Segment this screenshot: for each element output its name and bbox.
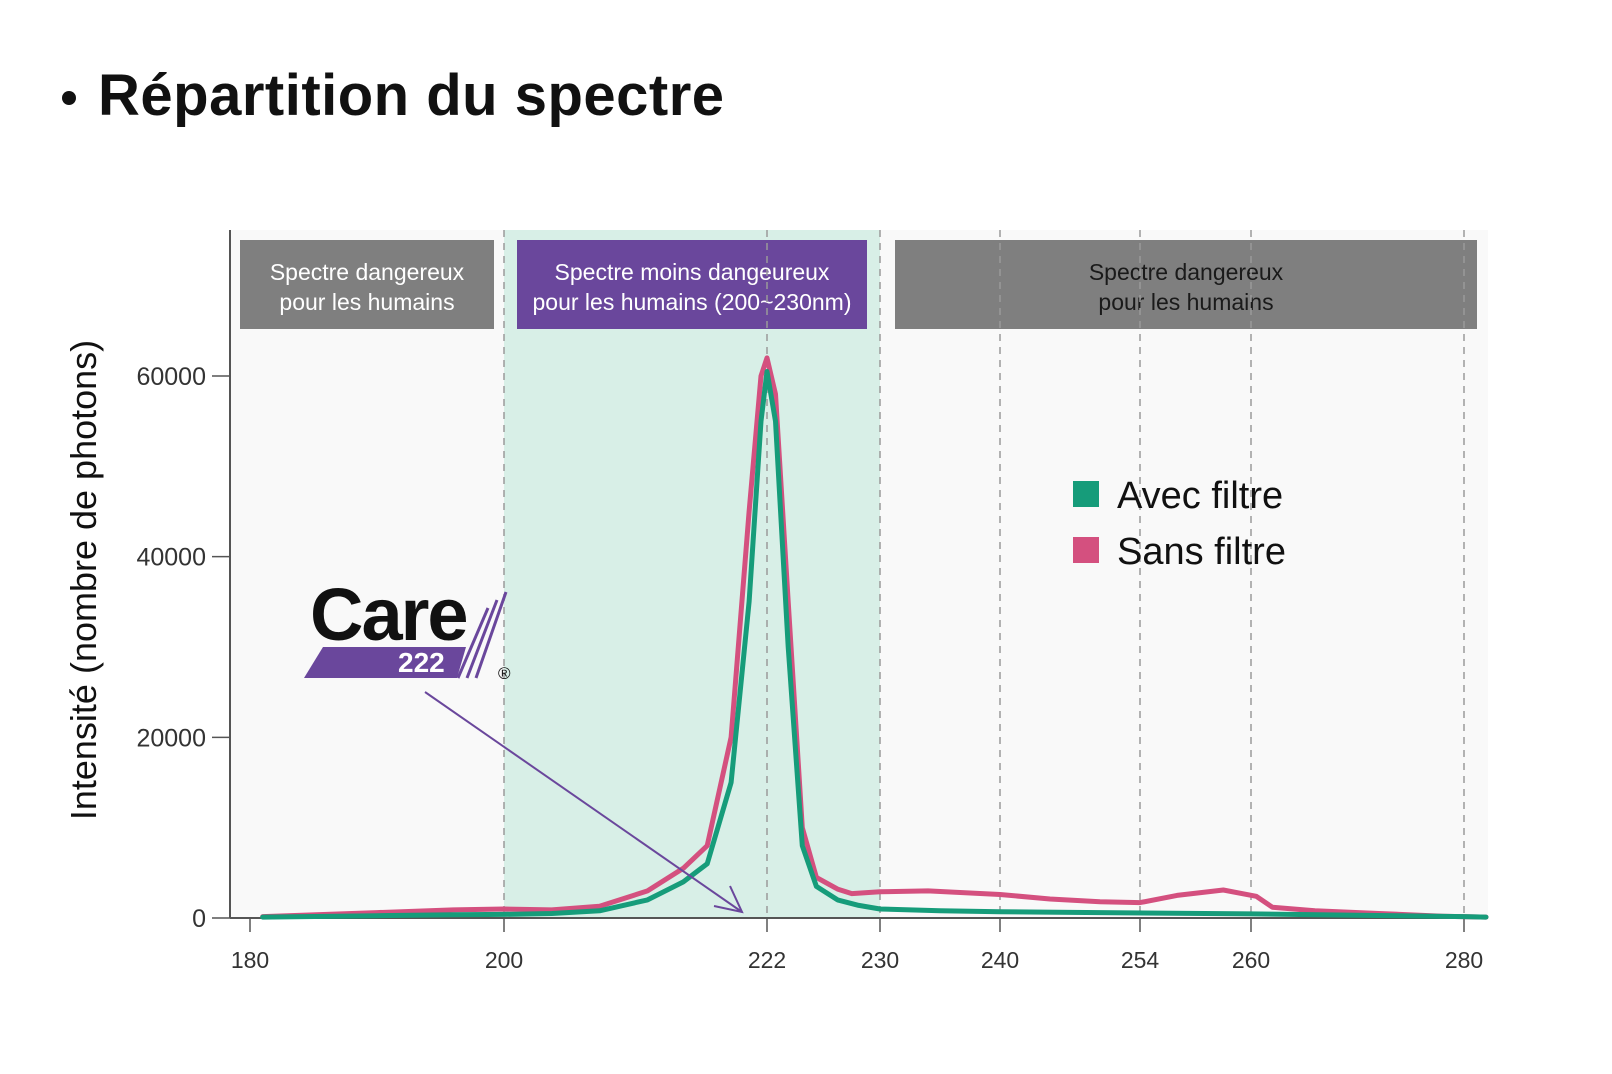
y-axis-label: Intensité (nombre de photons) xyxy=(63,340,104,820)
x-tick-label: 180 xyxy=(231,947,269,973)
legend-swatch-sans-filtre xyxy=(1073,537,1099,563)
series-line-sans-filtre xyxy=(260,355,1489,920)
x-tick-label: 240 xyxy=(981,947,1019,973)
region-label-box-1 xyxy=(240,240,494,329)
y-tick-label: 0 xyxy=(192,905,206,933)
safe-zone-band xyxy=(504,230,880,918)
logo-number: 222 xyxy=(398,647,445,678)
region-label-line1: Spectre moins dangeureux xyxy=(555,259,830,285)
region-label-box-3 xyxy=(895,240,1477,329)
region-layer: Spectre dangereux pour les humains Spectre… xyxy=(240,230,1477,918)
region-label-line1: Spectre dangereux xyxy=(270,259,465,285)
logo-word: Care xyxy=(310,573,467,656)
bullet-icon xyxy=(62,90,76,105)
y-tick-label: 60000 xyxy=(136,363,206,391)
series-layer xyxy=(260,355,1489,920)
x-tick-label: 260 xyxy=(1232,947,1270,973)
arrow-shaft xyxy=(424,691,743,913)
arrow-head xyxy=(713,885,744,914)
pointer-arrow xyxy=(424,691,744,914)
series-line-avec-filtre xyxy=(260,369,1489,920)
region-label-line2: pour les humains (200~230nm) xyxy=(533,289,852,315)
title-row: Répartition du spectre xyxy=(62,62,725,129)
legend: Avec filtre Sans filtre xyxy=(1073,475,1286,573)
legend-label-avec-filtre: Avec filtre xyxy=(1117,475,1283,517)
gridline-layer xyxy=(503,230,1465,918)
region-label-box-2 xyxy=(517,240,867,329)
logo-registered-mark: ® xyxy=(498,664,511,683)
legend-swatch-avec-filtre xyxy=(1073,481,1099,507)
slide-title: Répartition du spectre xyxy=(98,63,725,128)
logo-stripe xyxy=(456,607,490,679)
x-tick-label: 254 xyxy=(1121,947,1160,973)
x-tick-label: 280 xyxy=(1445,947,1483,973)
region-label-line2: pour les humains xyxy=(279,289,454,315)
x-tick-label: 200 xyxy=(485,947,523,973)
legend-label-sans-filtre: Sans filtre xyxy=(1117,531,1286,573)
axes-layer: 0 20000 40000 60000 180 200 222 230 240 254 260 280 xyxy=(136,230,1488,973)
y-tick-label: 20000 xyxy=(136,724,206,752)
logo-stripe xyxy=(465,599,499,679)
y-tick-label: 40000 xyxy=(136,544,206,572)
logo-stripe xyxy=(474,591,508,679)
region-label-line2: pour les humains xyxy=(1098,289,1273,315)
logo-band xyxy=(304,647,466,678)
x-tick-label: 230 xyxy=(861,947,899,973)
x-tick-label: 222 xyxy=(748,947,786,973)
region-label-line1: Spectre dangereux xyxy=(1089,259,1284,285)
